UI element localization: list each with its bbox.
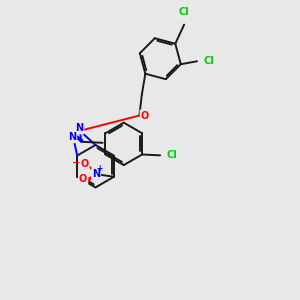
Text: Cl: Cl [203,56,214,66]
Text: O: O [141,110,149,121]
Text: N: N [75,124,83,134]
Text: Cl: Cl [179,7,190,17]
Text: +: + [97,164,103,173]
Text: Cl: Cl [167,150,177,161]
Text: N: N [68,132,76,142]
Text: O: O [79,175,87,184]
Text: N: N [92,169,100,179]
Text: O: O [80,159,88,170]
Text: −: − [73,158,81,168]
